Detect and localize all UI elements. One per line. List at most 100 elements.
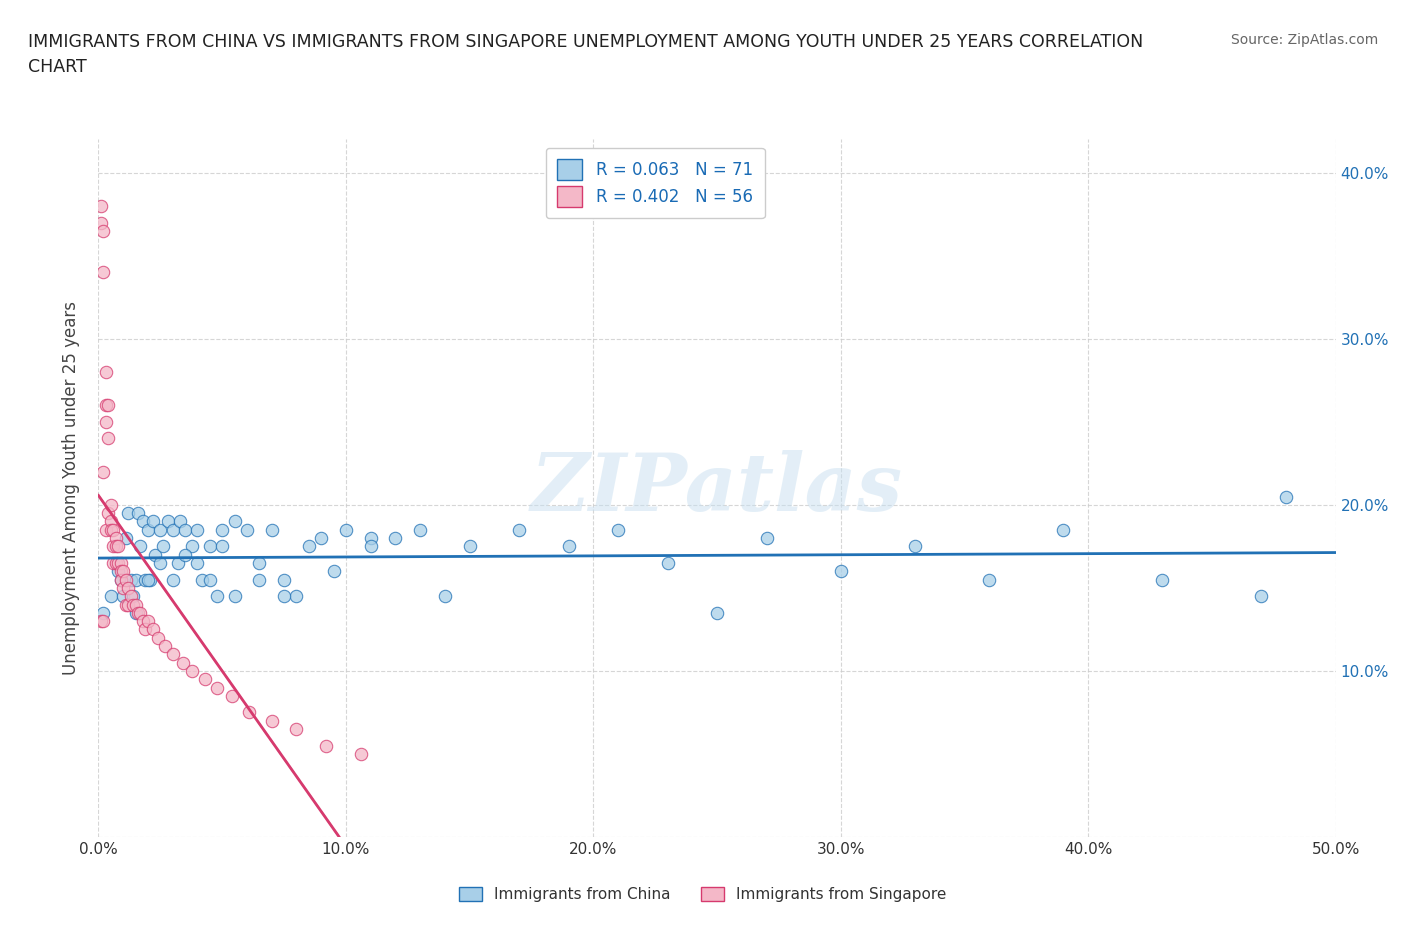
Point xyxy=(285,722,308,737)
Point xyxy=(107,564,129,578)
Point xyxy=(198,572,221,587)
Y-axis label: Unemployment Among Youth under 25 years: Unemployment Among Youth under 25 years xyxy=(62,301,80,675)
Point xyxy=(221,688,243,703)
Point xyxy=(100,514,122,529)
Point xyxy=(830,564,852,578)
Point xyxy=(110,564,132,578)
Point xyxy=(100,589,122,604)
Point xyxy=(247,572,270,587)
Point xyxy=(104,531,127,546)
Point xyxy=(122,597,145,612)
Point xyxy=(1275,489,1298,504)
Point xyxy=(162,572,184,587)
Point xyxy=(110,555,132,570)
Point xyxy=(93,223,115,238)
Text: ZIPatlas: ZIPatlas xyxy=(531,449,903,527)
Point xyxy=(114,572,136,587)
Point xyxy=(134,572,156,587)
Legend: R = 0.063   N = 71, R = 0.402   N = 56: R = 0.063 N = 71, R = 0.402 N = 56 xyxy=(546,148,765,219)
Point xyxy=(114,597,136,612)
Point xyxy=(93,265,115,280)
Point xyxy=(129,605,152,620)
Text: IMMIGRANTS FROM CHINA VS IMMIGRANTS FROM SINGAPORE UNEMPLOYMENT AMONG YOUTH UNDE: IMMIGRANTS FROM CHINA VS IMMIGRANTS FROM… xyxy=(28,33,1143,75)
Point xyxy=(117,506,139,521)
Point xyxy=(103,523,125,538)
Point xyxy=(149,523,172,538)
Point xyxy=(198,539,221,554)
Point xyxy=(979,572,1001,587)
Point xyxy=(211,539,233,554)
Point xyxy=(132,514,155,529)
Point xyxy=(149,555,172,570)
Point xyxy=(1152,572,1174,587)
Point xyxy=(94,415,117,430)
Point xyxy=(97,506,120,521)
Point xyxy=(124,597,146,612)
Point xyxy=(205,589,228,604)
Point xyxy=(557,539,579,554)
Point xyxy=(186,555,208,570)
Point xyxy=(139,572,162,587)
Point xyxy=(90,198,112,213)
Point xyxy=(100,498,122,512)
Point xyxy=(127,506,149,521)
Point xyxy=(122,589,145,604)
Point xyxy=(273,572,295,587)
Point xyxy=(1250,589,1272,604)
Point xyxy=(143,547,166,562)
Point xyxy=(103,539,125,554)
Point xyxy=(97,398,120,413)
Point xyxy=(136,572,159,587)
Point xyxy=(110,572,132,587)
Point xyxy=(458,539,481,554)
Point xyxy=(94,365,117,379)
Point xyxy=(120,572,142,587)
Point xyxy=(94,398,117,413)
Point xyxy=(103,555,125,570)
Point xyxy=(360,539,382,554)
Point xyxy=(247,555,270,570)
Point xyxy=(93,464,115,479)
Point xyxy=(124,605,146,620)
Point xyxy=(181,539,204,554)
Point xyxy=(169,514,191,529)
Point xyxy=(205,680,228,695)
Point xyxy=(174,523,197,538)
Point xyxy=(508,523,530,538)
Point xyxy=(104,539,127,554)
Point xyxy=(136,523,159,538)
Point xyxy=(706,605,728,620)
Point xyxy=(146,631,169,645)
Point xyxy=(322,564,344,578)
Point xyxy=(335,523,357,538)
Point xyxy=(285,589,308,604)
Point xyxy=(409,523,432,538)
Point xyxy=(127,605,149,620)
Point xyxy=(100,523,122,538)
Point xyxy=(152,539,174,554)
Point xyxy=(110,572,132,587)
Point xyxy=(657,555,679,570)
Point xyxy=(191,572,214,587)
Point xyxy=(211,523,233,538)
Point xyxy=(273,589,295,604)
Point xyxy=(117,597,139,612)
Point xyxy=(162,647,184,662)
Point xyxy=(433,589,456,604)
Point xyxy=(181,663,204,678)
Point xyxy=(260,713,283,728)
Point xyxy=(360,531,382,546)
Point xyxy=(384,531,406,546)
Point xyxy=(309,531,332,546)
Point xyxy=(315,738,337,753)
Text: Source: ZipAtlas.com: Source: ZipAtlas.com xyxy=(1230,33,1378,46)
Point xyxy=(298,539,321,554)
Point xyxy=(755,531,778,546)
Point xyxy=(90,215,112,230)
Point xyxy=(104,555,127,570)
Point xyxy=(97,431,120,445)
Point xyxy=(114,531,136,546)
Point xyxy=(124,572,146,587)
Point xyxy=(134,622,156,637)
Point xyxy=(607,523,630,538)
